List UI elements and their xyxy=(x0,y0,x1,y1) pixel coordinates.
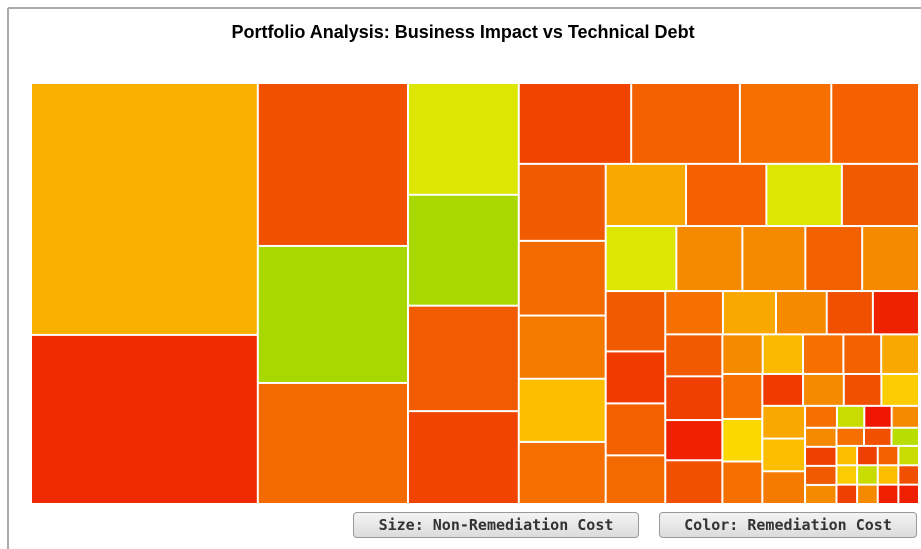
color-button[interactable]: Color: Remediation Cost xyxy=(659,512,917,538)
treemap-cell xyxy=(32,84,257,334)
treemap-cell xyxy=(837,485,857,503)
size-button[interactable]: Size: Non-Remediation Cost xyxy=(353,512,639,538)
treemap-cell xyxy=(899,466,918,484)
treemap-cell xyxy=(863,227,918,291)
treemap-cell xyxy=(804,374,843,405)
treemap-cell xyxy=(892,406,918,427)
treemap-cell xyxy=(740,84,831,163)
treemap-cell xyxy=(666,461,722,503)
treemap-cell xyxy=(882,374,918,405)
treemap-cell xyxy=(723,335,762,373)
treemap-cell xyxy=(858,446,877,465)
treemap xyxy=(32,84,918,503)
treemap-cell xyxy=(606,227,676,291)
treemap-cell xyxy=(258,84,407,245)
treemap-cell xyxy=(899,446,918,465)
treemap-cell xyxy=(519,84,631,163)
treemap-cell xyxy=(873,292,918,334)
treemap-cell xyxy=(519,241,605,315)
treemap-cell xyxy=(878,446,898,465)
treemap-cell xyxy=(632,84,739,163)
treemap-cell xyxy=(806,227,862,291)
treemap-cell xyxy=(827,292,872,334)
treemap-cell xyxy=(763,406,805,438)
treemap-cell xyxy=(832,84,918,163)
treemap-cell xyxy=(606,292,665,351)
treemap-cell xyxy=(842,164,918,226)
treemap-cell xyxy=(776,292,826,334)
treemap-cell xyxy=(763,439,805,471)
treemap-cell xyxy=(677,227,742,291)
treemap-cell xyxy=(858,466,877,484)
treemap-cell xyxy=(844,335,881,373)
treemap-cell xyxy=(844,374,881,405)
treemap-cell xyxy=(763,335,803,373)
treemap-cell xyxy=(606,404,665,455)
treemap-cell xyxy=(882,335,918,373)
treemap-cell xyxy=(666,292,722,334)
treemap-cell xyxy=(687,164,766,226)
treemap-cell xyxy=(763,374,803,405)
treemap-cell xyxy=(258,246,407,382)
treemap-cell xyxy=(723,462,762,503)
treemap-cell xyxy=(806,466,836,484)
treemap-cell xyxy=(408,412,518,503)
treemap-cell xyxy=(837,446,857,465)
treemap-cell xyxy=(743,227,805,291)
treemap-cell xyxy=(878,485,898,503)
treemap-cell xyxy=(804,335,843,373)
treemap-cell xyxy=(258,383,407,503)
treemap-cell xyxy=(519,316,605,378)
treemap-cell xyxy=(606,352,665,403)
treemap-cell xyxy=(837,406,864,427)
treemap-cell xyxy=(723,419,762,461)
treemap-cell xyxy=(837,428,863,445)
treemap-cell xyxy=(519,164,605,240)
treemap-cell xyxy=(666,377,722,420)
treemap-cell xyxy=(519,442,605,503)
treemap-cell xyxy=(606,164,686,226)
treemap-cell xyxy=(32,335,257,503)
treemap-cell xyxy=(763,472,805,503)
treemap-cell xyxy=(519,379,605,441)
treemap-cell xyxy=(408,195,518,305)
treemap-cell xyxy=(865,406,891,427)
treemap-cell xyxy=(723,374,762,418)
treemap-cell xyxy=(892,428,918,445)
treemap-cell xyxy=(666,421,722,460)
treemap-cell xyxy=(806,485,836,503)
treemap-cell xyxy=(864,428,891,445)
treemap-cell xyxy=(723,292,775,334)
treemap-cell xyxy=(408,306,518,411)
treemap-cell xyxy=(858,485,877,503)
treemap-cell xyxy=(767,164,841,226)
treemap-cell xyxy=(899,485,918,503)
treemap-cell xyxy=(806,406,836,427)
treemap-cell xyxy=(666,335,722,376)
treemap-cell xyxy=(606,456,665,503)
treemap-cell xyxy=(878,466,898,484)
treemap-cell xyxy=(837,466,857,484)
treemap-cell xyxy=(806,447,836,465)
treemap-cell xyxy=(806,428,836,446)
chart-title: Portfolio Analysis: Business Impact vs T… xyxy=(231,22,694,42)
treemap-cell xyxy=(408,84,518,194)
